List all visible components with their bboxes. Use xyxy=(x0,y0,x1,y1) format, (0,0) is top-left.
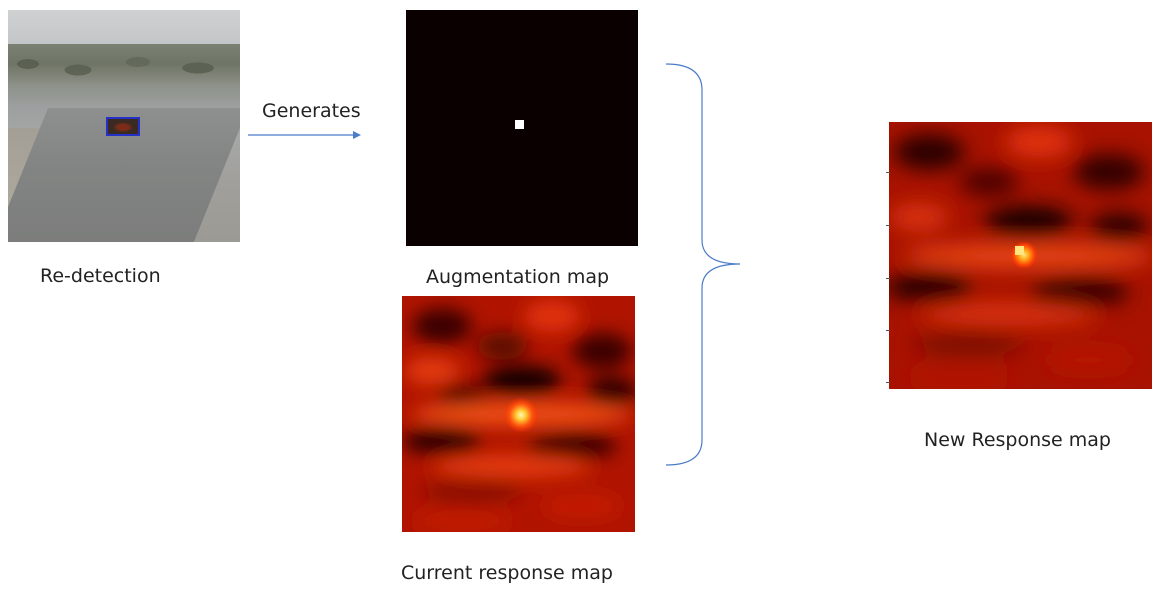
axis-tick xyxy=(886,278,890,279)
axis-tick xyxy=(886,172,890,173)
axis-tick xyxy=(886,382,890,383)
photo-sky xyxy=(8,10,240,44)
current-response-map-label: Current response map xyxy=(401,562,613,584)
augmentation-map-label: Augmentation map xyxy=(426,266,610,288)
new-map-peak-marker xyxy=(1015,246,1024,255)
new-response-map-label: New Response map xyxy=(924,429,1111,451)
current-response-map-image xyxy=(402,296,635,532)
redetection-frame-image xyxy=(8,10,240,242)
redetection-label: Re-detection xyxy=(40,265,161,287)
target-bounding-box xyxy=(106,117,140,136)
current-heatmap-texture xyxy=(402,296,635,532)
photo-treeline xyxy=(8,44,240,84)
augmentation-map-image xyxy=(406,10,638,246)
new-response-map-image xyxy=(889,122,1152,389)
generates-label: Generates xyxy=(262,100,361,122)
axis-tick xyxy=(886,330,890,331)
augmentation-peak-marker xyxy=(515,120,524,129)
axis-tick xyxy=(886,225,890,226)
new-heatmap-texture xyxy=(889,122,1152,389)
